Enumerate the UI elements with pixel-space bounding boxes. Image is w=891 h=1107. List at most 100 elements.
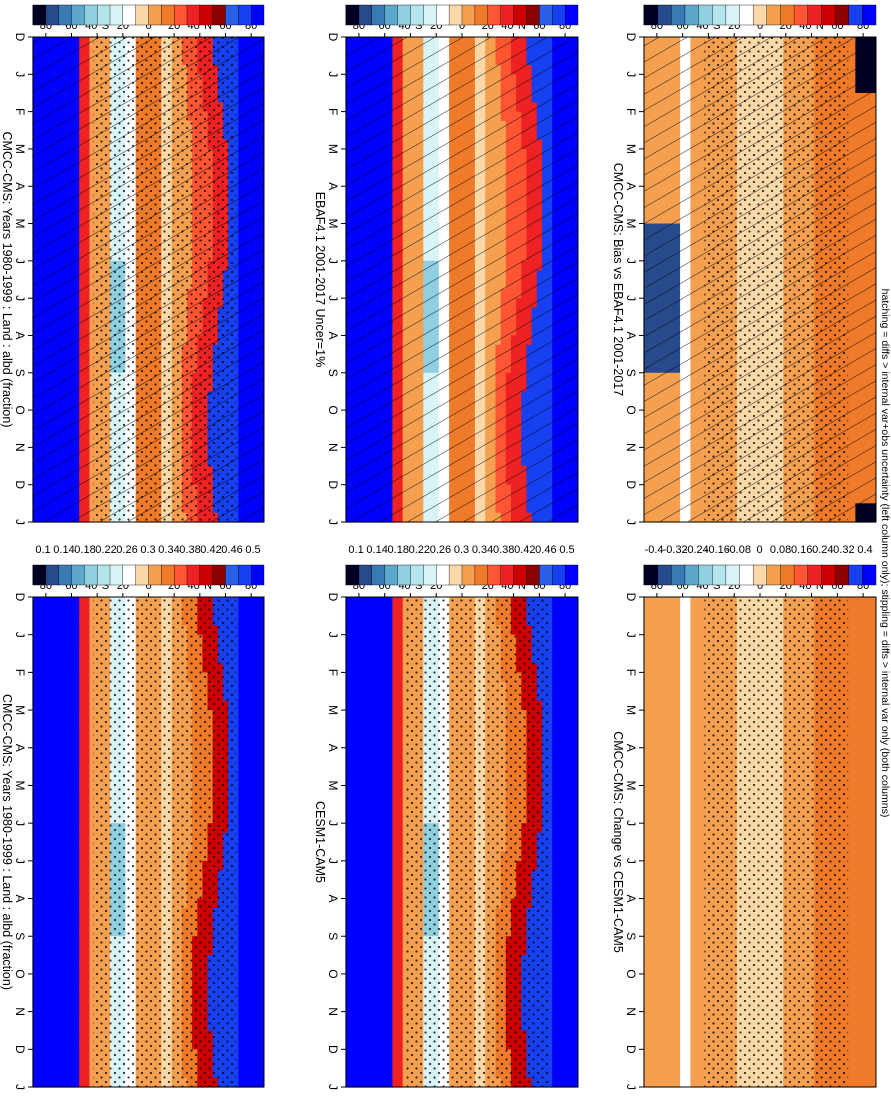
colorbar-swatch — [212, 564, 226, 586]
field-cell — [68, 672, 75, 683]
field-cell — [253, 879, 259, 890]
month-label: J — [13, 519, 27, 525]
colorbar-swatch — [212, 4, 226, 26]
field-cell — [37, 719, 44, 730]
field-cell — [52, 842, 59, 853]
field-cell — [37, 747, 44, 758]
field-cell — [52, 1021, 59, 1032]
field-cell — [242, 634, 249, 645]
field-cell — [83, 889, 90, 900]
field-cell — [237, 1039, 244, 1050]
field-cell — [247, 634, 254, 645]
field-cell — [247, 653, 254, 664]
field-cell — [83, 936, 90, 947]
field-cell — [247, 823, 254, 834]
field-cell — [237, 1002, 244, 1013]
field-cell — [247, 804, 254, 815]
field-cell — [237, 1049, 244, 1060]
field-cell — [83, 776, 90, 787]
month-label: J — [13, 1084, 27, 1090]
field-cell — [237, 606, 244, 617]
field-cell — [68, 644, 75, 655]
field-cell — [42, 606, 49, 617]
field-cell — [42, 1049, 49, 1060]
field-cell — [63, 973, 69, 984]
field-cell — [253, 700, 259, 711]
field-cell — [58, 851, 64, 862]
field-cell — [47, 700, 54, 711]
field-cell — [78, 955, 85, 966]
field-cell — [37, 832, 44, 843]
field-cell — [83, 719, 90, 730]
field-cell — [253, 964, 259, 975]
field-cell — [78, 804, 85, 815]
colorbar-swatch — [58, 4, 72, 26]
field-cell — [58, 907, 64, 918]
field-cell — [47, 672, 54, 683]
field-cell — [58, 973, 64, 984]
field-cell — [63, 1058, 69, 1069]
field-cell — [73, 842, 80, 853]
field-cell — [83, 813, 90, 824]
field-cell — [37, 926, 44, 937]
field-cell — [247, 672, 254, 683]
field-cell — [237, 936, 244, 947]
field-cell — [73, 832, 80, 843]
field-cell — [52, 926, 59, 937]
field-cell — [47, 597, 54, 608]
field-cell — [42, 804, 49, 815]
field-cell — [58, 889, 64, 900]
field-cell — [58, 1030, 64, 1041]
field-cell — [52, 964, 59, 975]
field-cell — [42, 597, 49, 608]
field-cell — [52, 672, 59, 683]
field-cell — [52, 662, 59, 673]
field-cell — [78, 1068, 85, 1079]
field-cell — [63, 653, 69, 664]
field-cell — [42, 766, 49, 777]
field-cell — [258, 813, 264, 824]
field-cell — [73, 823, 80, 834]
field-cell — [52, 634, 59, 645]
field-cell — [68, 964, 75, 975]
field-cell — [247, 860, 254, 871]
field-cell — [83, 691, 90, 702]
field-cell — [42, 823, 49, 834]
field-cell — [73, 992, 80, 1003]
field-cell — [37, 936, 44, 947]
field-cell — [37, 860, 44, 871]
field-cell — [83, 804, 90, 815]
field-cell — [68, 785, 75, 796]
field-cell — [73, 738, 80, 749]
field-cell — [42, 917, 49, 928]
field-cell — [258, 615, 264, 626]
field-cell — [63, 964, 69, 975]
field-cell — [253, 945, 259, 956]
field-cell — [83, 1002, 90, 1013]
field-cell — [83, 785, 90, 796]
field-cell — [73, 747, 80, 758]
field-cell — [52, 945, 59, 956]
field-cell — [253, 955, 259, 966]
field-cell — [237, 983, 244, 994]
field-cell — [63, 832, 69, 843]
field-cell — [242, 926, 249, 937]
field-cell — [253, 813, 259, 824]
field-cell — [78, 898, 85, 909]
field-cell — [258, 889, 264, 900]
field-cell — [258, 653, 264, 664]
field-cell — [258, 1002, 264, 1013]
field-cell — [47, 776, 54, 787]
field-cell — [63, 1049, 69, 1060]
colorbar-swatch — [199, 4, 213, 26]
field-cell — [73, 719, 80, 730]
field-cell — [253, 747, 259, 758]
field-cell — [42, 747, 49, 758]
field-cell — [58, 681, 64, 692]
field-cell — [37, 1030, 44, 1041]
field-cell — [253, 785, 259, 796]
colorbar-swatch — [109, 4, 124, 26]
field-cell — [63, 634, 69, 645]
field-cell — [52, 1068, 59, 1079]
field-cell — [58, 860, 64, 871]
